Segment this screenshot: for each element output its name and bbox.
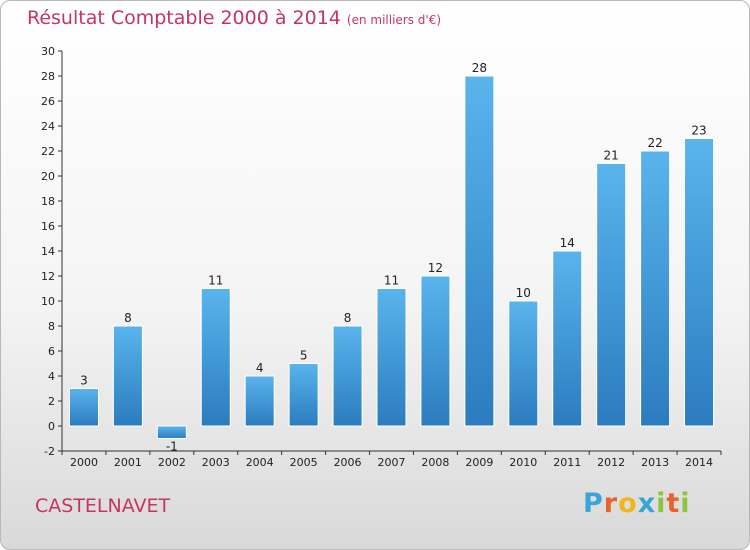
data-label: 11 xyxy=(208,274,223,288)
y-tick-label: 12 xyxy=(41,270,55,283)
bar xyxy=(640,150,671,427)
logo-letter: t xyxy=(666,488,681,519)
x-tick-label: 2002 xyxy=(158,456,186,469)
logo-letter: o xyxy=(618,488,638,519)
data-label: 28 xyxy=(472,61,487,75)
data-label: 8 xyxy=(124,311,132,325)
data-label: -1 xyxy=(166,440,178,454)
bar xyxy=(156,425,187,439)
y-tick-label: 22 xyxy=(41,145,55,158)
bar xyxy=(552,250,583,427)
logo-letter: i xyxy=(680,488,691,519)
bar xyxy=(68,388,99,427)
x-tick-label: 2000 xyxy=(70,456,98,469)
y-tick-label: 14 xyxy=(41,245,55,258)
data-label: 12 xyxy=(428,261,443,275)
y-tick-label: 8 xyxy=(48,320,55,333)
bar xyxy=(200,288,231,427)
data-label: 5 xyxy=(300,349,308,363)
data-label: 8 xyxy=(344,311,352,325)
y-tick-label: 2 xyxy=(48,395,55,408)
title-unit: (en milliers d'€) xyxy=(346,13,442,27)
y-tick-label: -2 xyxy=(44,445,55,458)
data-label: 11 xyxy=(384,274,399,288)
y-tick-label: 18 xyxy=(41,195,55,208)
x-tick-label: 2004 xyxy=(246,456,274,469)
x-tick-label: 2003 xyxy=(202,456,230,469)
bar xyxy=(332,325,363,427)
title-text: Résultat Comptable 2000 à 2014 xyxy=(27,7,341,29)
bar xyxy=(112,325,143,427)
bar xyxy=(288,363,319,427)
logo-letter: r xyxy=(603,488,619,519)
y-tick-label: 30 xyxy=(41,45,55,58)
commune-name: CASTELNAVET xyxy=(35,495,171,517)
bar xyxy=(420,275,451,427)
chart-title: Résultat Comptable 2000 à 2014 (en millie… xyxy=(27,7,441,29)
x-tick-label: 2006 xyxy=(334,456,362,469)
bar xyxy=(684,138,715,427)
bar xyxy=(596,163,627,427)
data-label: 23 xyxy=(691,124,706,138)
y-tick-label: 20 xyxy=(41,170,55,183)
bars: 3 8 -1 11 4 5 8 11 12 28 10 14 21 22 23 xyxy=(68,61,715,454)
data-label: 22 xyxy=(647,136,662,150)
x-tick-label: 2011 xyxy=(553,456,581,469)
data-label: 3 xyxy=(80,374,88,388)
x-tick-label: 2012 xyxy=(597,456,625,469)
x-tick-label: 2007 xyxy=(378,456,406,469)
y-tick-label: 0 xyxy=(48,420,55,433)
y-tick-label: 26 xyxy=(41,95,55,108)
bar xyxy=(508,300,539,427)
data-label: 14 xyxy=(560,236,575,250)
logo-letter: i xyxy=(656,488,667,519)
bar xyxy=(464,75,495,427)
y-tick-label: 24 xyxy=(41,120,55,133)
bar xyxy=(244,375,275,427)
y-tick-label: 28 xyxy=(41,70,55,83)
y-tick-label: 16 xyxy=(41,220,55,233)
bar xyxy=(376,288,407,427)
data-label: 10 xyxy=(516,286,531,300)
proxiti-logo: Proxiti xyxy=(583,488,691,519)
y-tick-label: 10 xyxy=(41,295,55,308)
logo-letter: x xyxy=(637,488,657,519)
x-tick-label: 2009 xyxy=(465,456,493,469)
x-tick-label: 2008 xyxy=(421,456,449,469)
y-tick-label: 6 xyxy=(48,345,55,358)
logo-letter: P xyxy=(583,488,604,519)
x-tick-label: 2014 xyxy=(685,456,713,469)
x-tick-label: 2010 xyxy=(509,456,537,469)
x-tick-label: 2013 xyxy=(641,456,669,469)
data-label: 4 xyxy=(256,361,264,375)
x-tick-label: 2005 xyxy=(290,456,318,469)
data-label: 21 xyxy=(604,149,619,163)
y-tick-label: 4 xyxy=(48,370,55,383)
x-tick-label: 2001 xyxy=(114,456,142,469)
